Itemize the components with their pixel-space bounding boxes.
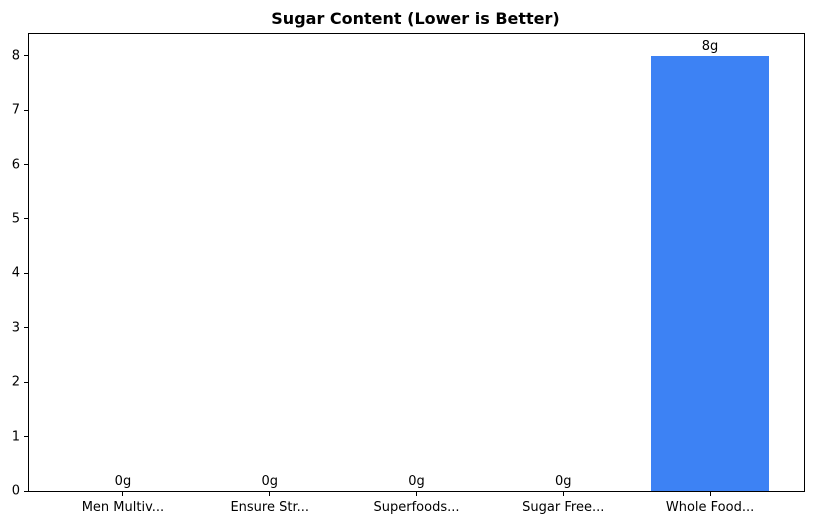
x-tick-label: Superfoods... xyxy=(373,500,460,515)
y-tick-label: 5 xyxy=(11,211,20,227)
x-tick-mark xyxy=(416,491,417,496)
x-tick-mark xyxy=(122,491,124,496)
y-tick-label: 4 xyxy=(11,265,20,281)
y-tick-label: 1 xyxy=(11,429,20,445)
x-tick-mark xyxy=(562,491,564,496)
chart-title: Sugar Content (Lower is Better) xyxy=(271,9,560,28)
y-tick-label: 2 xyxy=(11,374,20,390)
y-tick-label: 8 xyxy=(11,48,20,64)
plot-area: 0 1 2 3 4 5 6 7 8 0g Men Multiv... 0g Ensure Str... 0… xyxy=(12,33,805,514)
bar xyxy=(651,55,769,491)
y-tick-mark xyxy=(24,381,29,383)
bar-value-label: 8g xyxy=(701,38,719,54)
y-tick-mark xyxy=(24,109,29,111)
y-tick-label: 7 xyxy=(11,102,20,118)
x-tick-label: Whole Food... xyxy=(665,500,755,515)
bar-value-label: 0g xyxy=(408,474,425,489)
y-tick-label: 0 xyxy=(11,483,20,499)
y-tick-mark xyxy=(24,218,29,220)
bar-value-label: 0g xyxy=(555,474,572,489)
y-tick-label: 6 xyxy=(11,157,20,173)
bar-value-label: 0g xyxy=(114,474,132,489)
y-tick-mark xyxy=(24,490,29,492)
x-tick-label: Men Multiv... xyxy=(81,500,165,515)
x-tick-mark xyxy=(269,491,271,496)
y-tick-mark xyxy=(24,55,29,57)
bar-value-label: 0g xyxy=(261,474,278,489)
x-tick-label: Ensure Str... xyxy=(230,500,309,515)
y-tick-mark xyxy=(24,327,29,329)
y-tick-mark xyxy=(24,272,29,274)
x-tick-mark xyxy=(709,491,711,496)
y-tick-mark xyxy=(24,164,29,166)
y-tick-mark xyxy=(24,436,29,438)
y-tick-label: 3 xyxy=(11,320,20,336)
x-tick-label: Sugar Free... xyxy=(522,500,605,515)
